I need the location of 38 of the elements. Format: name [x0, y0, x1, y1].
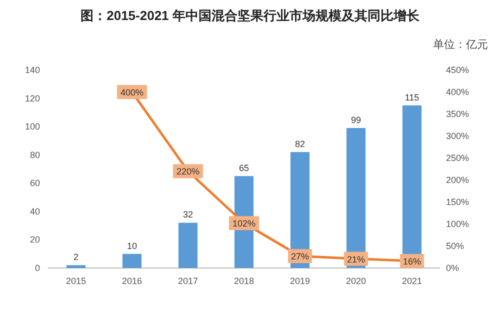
data-label: 65	[238, 163, 250, 174]
x-tick-label: 2019	[290, 276, 310, 286]
bar	[122, 254, 142, 268]
data-label: 32	[182, 210, 194, 220]
chart-title: 图：2015-2021 年中国混合坚果行业市场规模及其同比增长	[80, 8, 420, 23]
y2-tick-label: 50%	[446, 241, 464, 251]
x-tick-label: 2021	[402, 276, 422, 286]
x-tick-label: 2017	[178, 276, 198, 286]
y-tick-label: 120	[24, 93, 40, 104]
y2-tick-label: 200%	[446, 175, 470, 185]
y2-tick-label: 250%	[446, 153, 470, 163]
y-tick-label: 100	[24, 122, 40, 132]
y-tick-label: 140	[24, 65, 40, 75]
y-tick-label: 60	[30, 178, 40, 188]
y2-tick-label: 0%	[446, 263, 460, 273]
bar	[346, 128, 366, 268]
y2-tick-label: 450%	[446, 65, 470, 75]
data-label: 115	[404, 92, 420, 102]
x-tick-label: 2020	[346, 276, 366, 286]
y2-tick-label: 150%	[446, 197, 470, 207]
x-tick-label: 2018	[234, 276, 254, 286]
text: 单位：亿元	[433, 38, 488, 51]
x-tick-label: 2015	[66, 276, 86, 286]
bar	[178, 222, 198, 268]
data-label: 10	[126, 240, 138, 251]
y2-tick-label: 400%	[446, 87, 470, 97]
y2-tick-label: 100%	[446, 219, 470, 229]
y-tick-label: 40	[30, 206, 40, 216]
y-tick-label: 80	[30, 150, 40, 160]
y2-tick-label: 350%	[446, 109, 470, 119]
data-label: 2	[73, 252, 79, 262]
data-label: 99	[350, 114, 362, 125]
data-label: 82	[294, 139, 306, 150]
y-tick-label: 20	[30, 234, 40, 245]
x-tick-label: 2016	[122, 276, 142, 286]
y-tick-label: 0	[34, 263, 40, 273]
bar	[66, 265, 86, 268]
y2-tick-label: 300%	[446, 131, 470, 141]
